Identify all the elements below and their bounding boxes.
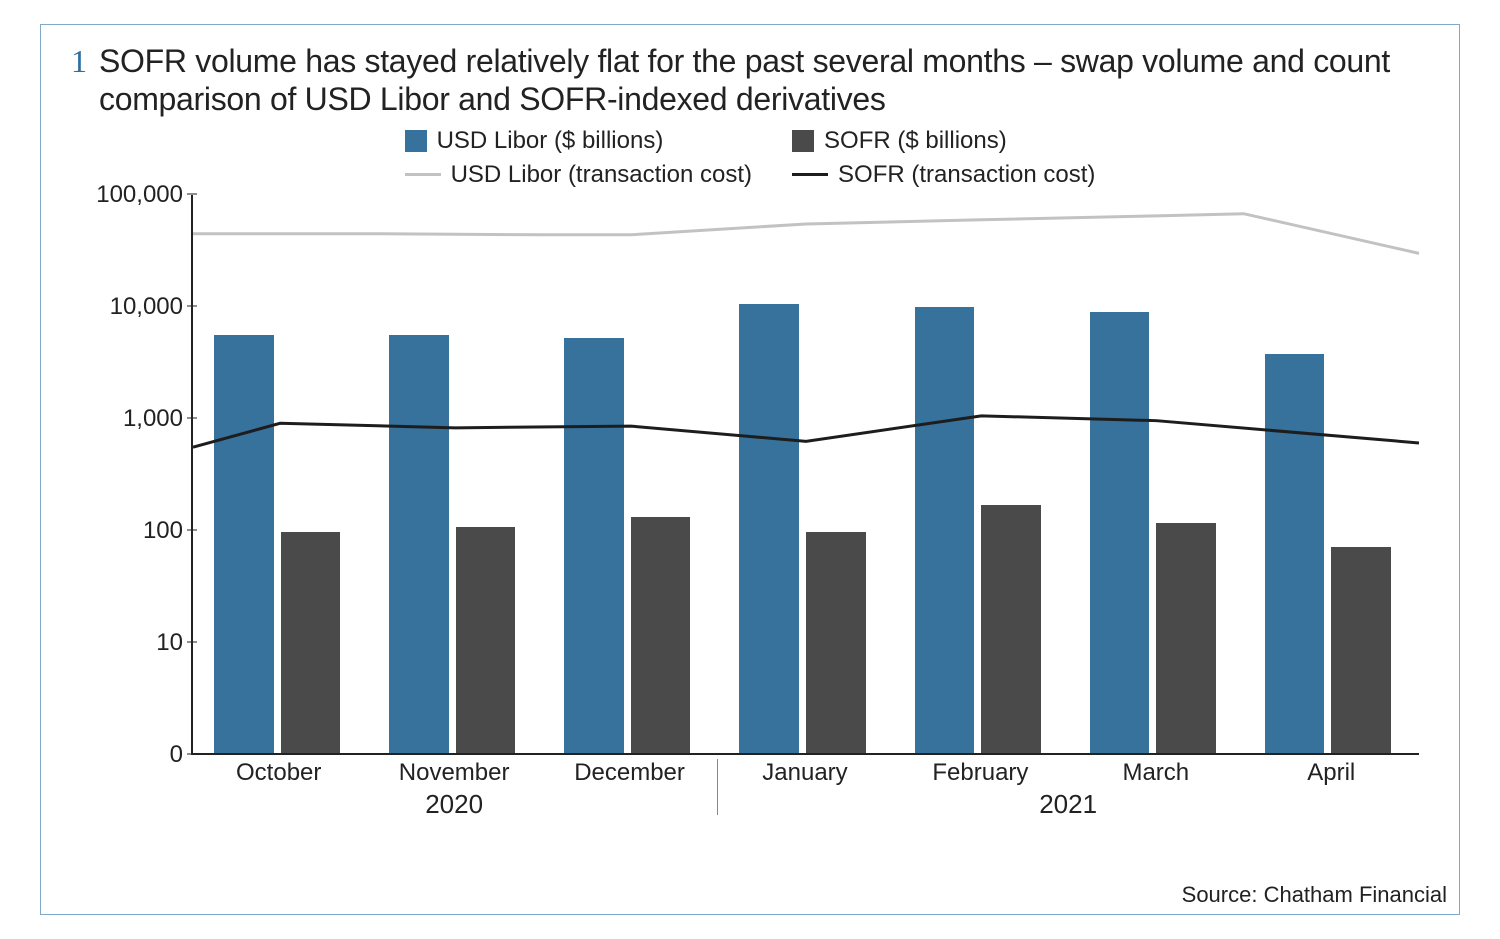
year-separator [717,759,718,815]
x-tick-label: January [717,759,892,787]
chart-title: SOFR volume has stayed relatively flat f… [99,43,1429,119]
legend-label: USD Libor (transaction cost) [451,161,752,189]
legend-item-usd-libor-line: USD Libor (transaction cost) [405,161,752,189]
legend-swatch-sofr-line [792,173,828,176]
plot-area [191,195,1419,755]
year-label-2021: 2021 [717,789,1419,820]
legend: USD Libor ($ billions) SOFR ($ billions)… [71,127,1429,189]
figure-number: 1 [71,43,87,77]
legend-swatch-sofr-bar [792,130,814,152]
x-tick-label: March [1068,759,1243,787]
line-overlay [193,195,1419,753]
y-axis: 0101001,00010,000100,000 [71,195,191,755]
y-tick-label: 0 [170,741,183,769]
plot-wrap: 0101001,00010,000100,000 OctoberNovember… [71,195,1429,755]
legend-swatch-usd-libor-bar [405,130,427,152]
y-tick-label: 1,000 [123,405,183,433]
chart-frame: 1 SOFR volume has stayed relatively flat… [40,24,1460,915]
legend-item-sofr-bars: SOFR ($ billions) [792,127,1095,155]
y-tick-label: 10,000 [110,293,183,321]
chart-title-row: 1 SOFR volume has stayed relatively flat… [71,43,1429,119]
year-row: 2020 2021 [191,789,1419,820]
x-axis-labels: OctoberNovemberDecemberJanuaryFebruaryMa… [191,759,1419,787]
year-label-2020: 2020 [191,789,717,820]
x-tick-label: February [893,759,1068,787]
legend-item-sofr-line: SOFR (transaction cost) [792,161,1095,189]
legend-swatch-usd-libor-line [405,173,441,176]
y-tick-label: 100 [143,517,183,545]
sofr_line [193,415,1419,446]
legend-label: SOFR (transaction cost) [838,161,1095,189]
x-tick-label: November [366,759,541,787]
source-text: Source: Chatham Financial [1182,882,1447,908]
usd_libor_line [193,213,1419,253]
legend-label: SOFR ($ billions) [824,127,1007,155]
legend-label: USD Libor ($ billions) [437,127,664,155]
x-tick-label: October [191,759,366,787]
y-tick-label: 10 [156,629,183,657]
x-tick-label: April [1244,759,1419,787]
x-tick-label: December [542,759,717,787]
y-tick-label: 100,000 [96,181,183,209]
legend-item-usd-libor-bars: USD Libor ($ billions) [405,127,752,155]
